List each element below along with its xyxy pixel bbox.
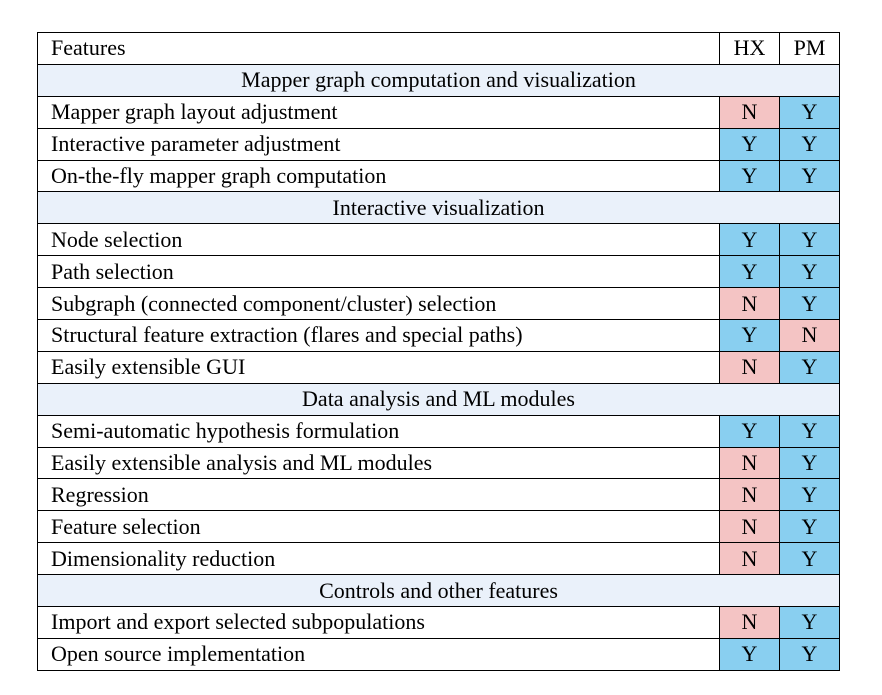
feature-name: Subgraph (connected component/cluster) s… (37, 287, 720, 321)
support-cell: N (719, 606, 780, 639)
feature-row: Node selection Y Y (37, 223, 840, 257)
support-cell: Y (719, 637, 780, 671)
support-cell: Y (719, 127, 780, 161)
feature-row: Easily extensible analysis and ML module… (37, 446, 840, 480)
feature-name: Open source implementation (37, 637, 720, 671)
feature-table: Features HX PM Mapper graph computation and… (37, 32, 840, 671)
support-cell: N (719, 350, 780, 384)
header-cell: Features (37, 32, 720, 65)
section-title: Controls and other features (37, 574, 840, 608)
support-cell: Y (779, 606, 840, 639)
feature-name: Structural feature extraction (flares an… (37, 319, 720, 352)
header-cell: PM (779, 32, 840, 65)
feature-row: Path selection Y Y (37, 255, 840, 289)
feature-row: Interactive parameter adjustment Y Y (37, 127, 840, 161)
support-cell: N (719, 287, 780, 321)
support-cell: Y (779, 95, 840, 129)
support-cell: Y (779, 127, 840, 161)
support-cell: N (779, 319, 840, 352)
feature-name: Feature selection (37, 510, 720, 544)
support-cell: N (719, 542, 780, 576)
feature-row: Mapper graph layout adjustment N Y (37, 95, 840, 129)
support-cell: Y (719, 414, 780, 448)
support-cell: Y (779, 510, 840, 544)
header-row: Features HX PM (37, 32, 840, 65)
section-row: Data analysis and ML modules (37, 382, 840, 416)
feature-row: Structural feature extraction (flares an… (37, 319, 840, 352)
support-cell: Y (779, 478, 840, 512)
feature-row: Easily extensible GUI N Y (37, 350, 840, 384)
support-cell: N (719, 478, 780, 512)
feature-row: Import and export selected subpopulation… (37, 606, 840, 639)
support-cell: Y (719, 319, 780, 352)
feature-row: Feature selection N Y (37, 510, 840, 544)
feature-name: Interactive parameter adjustment (37, 127, 720, 161)
support-cell: Y (779, 446, 840, 480)
support-cell: Y (779, 223, 840, 257)
feature-name: Mapper graph layout adjustment (37, 95, 720, 129)
section-row: Interactive visualization (37, 191, 840, 225)
header-cell: HX (719, 32, 780, 65)
support-cell: Y (779, 414, 840, 448)
table-wrapper: Features HX PM Mapper graph computation and… (37, 32, 840, 671)
support-cell: Y (779, 542, 840, 576)
feature-name: On-the-fly mapper graph computation (37, 159, 720, 193)
support-cell: Y (719, 255, 780, 289)
feature-row: Semi-automatic hypothesis formulation Y Y (37, 414, 840, 448)
feature-name: Path selection (37, 255, 720, 289)
feature-row: Regression N Y (37, 478, 840, 512)
support-cell: Y (779, 287, 840, 321)
feature-row: Dimensionality reduction N Y (37, 542, 840, 576)
support-cell: Y (779, 350, 840, 384)
feature-name: Node selection (37, 223, 720, 257)
section-row: Controls and other features (37, 574, 840, 608)
support-cell: Y (719, 223, 780, 257)
section-title: Mapper graph computation and visualizati… (37, 63, 840, 97)
section-title: Data analysis and ML modules (37, 382, 840, 416)
feature-name: Easily extensible GUI (37, 350, 720, 384)
support-cell: Y (779, 637, 840, 671)
support-cell: Y (719, 159, 780, 193)
support-cell: N (719, 446, 780, 480)
support-cell: Y (779, 255, 840, 289)
feature-name: Dimensionality reduction (37, 542, 720, 576)
feature-name: Easily extensible analysis and ML module… (37, 446, 720, 480)
feature-name: Regression (37, 478, 720, 512)
section-title: Interactive visualization (37, 191, 840, 225)
support-cell: N (719, 510, 780, 544)
support-cell: Y (779, 159, 840, 193)
feature-name: Import and export selected subpopulation… (37, 606, 720, 639)
feature-row: Open source implementation Y Y (37, 637, 840, 671)
section-row: Mapper graph computation and visualizati… (37, 63, 840, 97)
feature-name: Semi-automatic hypothesis formulation (37, 414, 720, 448)
feature-row: Subgraph (connected component/cluster) s… (37, 287, 840, 321)
feature-row: On-the-fly mapper graph computation Y Y (37, 159, 840, 193)
support-cell: N (719, 95, 780, 129)
